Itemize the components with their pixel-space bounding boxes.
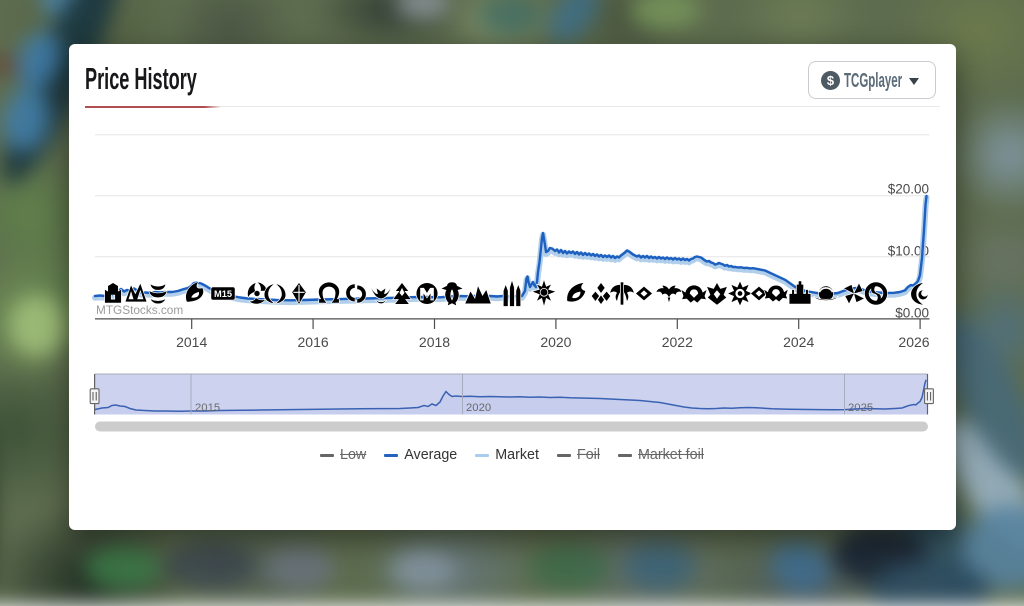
svg-text:$0.00: $0.00 — [895, 306, 929, 321]
svg-text:2026: 2026 — [898, 334, 929, 350]
svg-text:2018: 2018 — [419, 334, 450, 350]
svg-text:2022: 2022 — [662, 334, 693, 350]
svg-text:2015: 2015 — [195, 402, 220, 414]
svg-text:2024: 2024 — [783, 334, 814, 350]
svg-text:2014: 2014 — [176, 334, 207, 350]
svg-text:$10.00: $10.00 — [888, 244, 929, 259]
svg-text:2020: 2020 — [540, 334, 571, 350]
svg-text:2020: 2020 — [466, 402, 491, 414]
svg-text:2025: 2025 — [848, 402, 873, 414]
svg-text:MTGStocks.com: MTGStocks.com — [96, 303, 183, 317]
svg-text:2016: 2016 — [298, 334, 329, 350]
svg-text:$20.00: $20.00 — [888, 182, 929, 197]
